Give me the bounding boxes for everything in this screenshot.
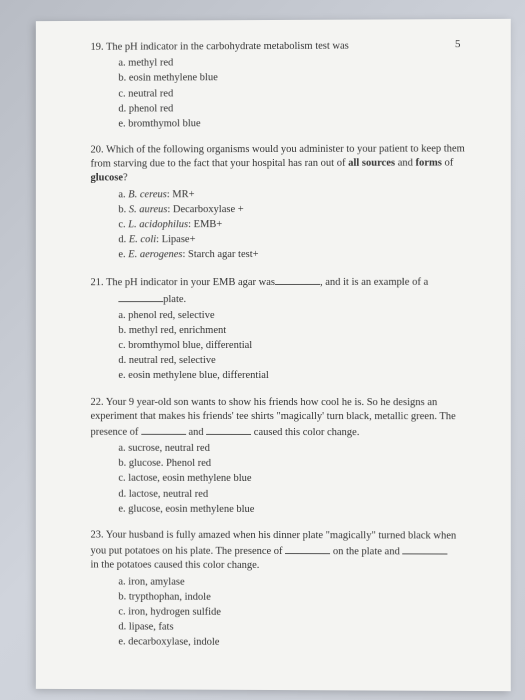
question-22: 22. Your 9 year-old son wants to show hi… <box>91 396 471 518</box>
options-list: a. iron, amylase b. trypthophan, indole … <box>91 575 471 651</box>
blank-field <box>141 424 186 435</box>
option: c. L. acidophilus: EMB+ <box>118 217 470 232</box>
option: d. E. coli: Lipase+ <box>118 233 470 248</box>
option: c. bromthymol blue, differential <box>118 339 470 353</box>
option: b. methyl red, enrichment <box>118 324 470 338</box>
option: d. lipase, fats <box>118 620 470 636</box>
option: e. glucose, eosin methylene blue <box>118 502 470 517</box>
option: d. lactose, neutral red <box>118 487 470 502</box>
question-text: 22. Your 9 year-old son wants to show hi… <box>91 396 471 441</box>
question-text: 21. The pH indicator in your EMB agar wa… <box>91 274 471 307</box>
option: b. S. aureus: Decarboxylase + <box>118 202 470 217</box>
option: a. methyl red <box>118 55 470 71</box>
option: b. eosin methylene blue <box>118 71 470 87</box>
option: a. B. cereus: MR+ <box>118 187 470 202</box>
option: c. neutral red <box>118 86 470 102</box>
blank-field <box>275 274 320 285</box>
option: e. eosin methylene blue, differential <box>118 369 470 383</box>
option: a. phenol red, selective <box>118 309 470 323</box>
page-number: 5 <box>455 37 461 52</box>
question-19: 19. The pH indicator in the carbohydrate… <box>91 39 471 132</box>
options-list: a. phenol red, selective b. methyl red, … <box>91 309 471 384</box>
option: e. E. aerogenes: Starch agar test+ <box>118 248 470 263</box>
option: b. trypthophan, indole <box>118 590 470 605</box>
question-21: 21. The pH indicator in your EMB agar wa… <box>91 274 471 384</box>
option: d. neutral red, selective <box>118 354 470 368</box>
blank-field <box>118 291 163 302</box>
option: a. sucrose, neutral red <box>118 442 470 457</box>
option: c. iron, hydrogen sulfide <box>118 605 470 620</box>
option: a. iron, amylase <box>118 575 470 590</box>
document-page: 5 19. The pH indicator in the carbohydra… <box>36 19 511 691</box>
option: b. glucose. Phenol red <box>118 457 470 472</box>
blank-field <box>402 544 447 555</box>
option: c. lactose, eosin methylene blue <box>118 472 470 487</box>
blank-field <box>206 424 251 435</box>
question-text: 20. Which of the following organisms wou… <box>91 142 471 186</box>
options-list: a. sucrose, neutral red b. glucose. Phen… <box>91 442 471 518</box>
option: e. bromthymol blue <box>118 116 470 131</box>
option: d. phenol red <box>118 101 470 116</box>
question-20: 20. Which of the following organisms wou… <box>91 142 471 262</box>
option: e. decarboxylase, indole <box>118 636 470 652</box>
blank-field <box>285 543 330 554</box>
question-text: 23. Your husband is fully amazed when hi… <box>91 529 471 575</box>
options-list: a. methyl red b. eosin methylene blue c.… <box>91 55 471 131</box>
options-list: a. B. cereus: MR+ b. S. aureus: Decarbox… <box>91 187 471 263</box>
question-23: 23. Your husband is fully amazed when hi… <box>91 529 471 652</box>
question-text: 19. The pH indicator in the carbohydrate… <box>91 39 471 55</box>
